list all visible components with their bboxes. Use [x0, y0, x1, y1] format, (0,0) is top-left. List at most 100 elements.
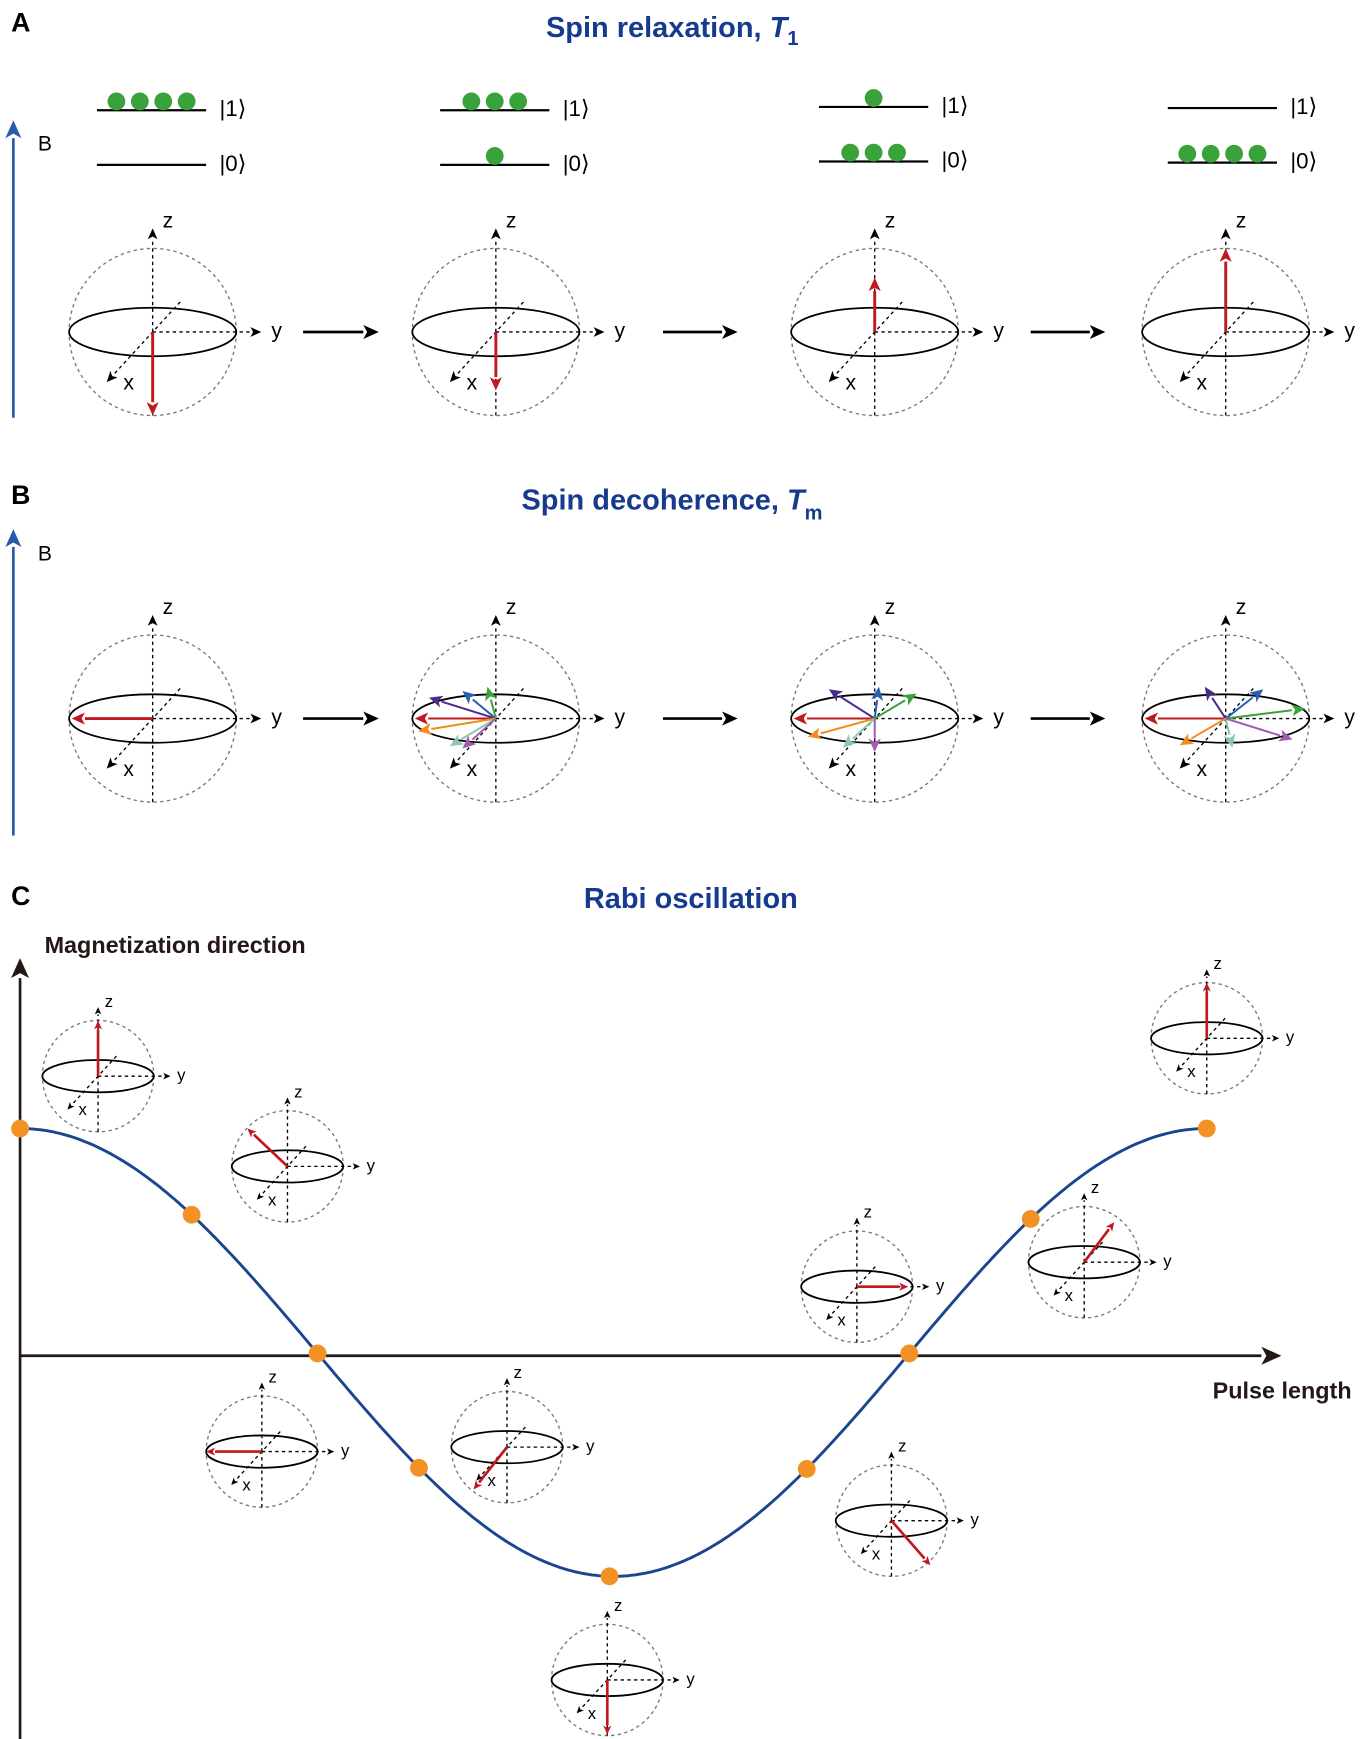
- axis-label: x: [845, 371, 856, 394]
- arrow-head: [491, 228, 501, 239]
- arrow-head: [577, 1706, 584, 1714]
- arrow-head: [1221, 228, 1231, 239]
- arrow-head: [95, 1007, 102, 1014]
- arrow-shaft: [1191, 719, 1225, 739]
- arrow-head: [972, 714, 983, 724]
- axis-label: y: [993, 320, 1004, 343]
- arrow-head: [957, 1517, 964, 1524]
- axis-label: x: [123, 758, 134, 781]
- arrow-head: [1220, 248, 1232, 261]
- state-label: |0⟩: [1290, 149, 1317, 174]
- arrow-shaft: [831, 1267, 875, 1315]
- arrow-shaft: [875, 700, 905, 718]
- axis-label: x: [467, 758, 478, 781]
- arrow-head: [250, 714, 261, 724]
- arrow-shaft: [1212, 698, 1226, 719]
- panel-letter: A: [11, 8, 30, 38]
- arrow-head: [257, 1192, 264, 1200]
- arrow-head: [722, 325, 738, 339]
- state-point: [1022, 1210, 1040, 1228]
- title-text: Spin decoherence,: [521, 484, 787, 516]
- spin-dot: [108, 92, 126, 110]
- arrow-head: [1323, 327, 1334, 337]
- axis-label: y: [1163, 1252, 1172, 1271]
- state-point: [11, 1120, 29, 1138]
- axis-label: z: [506, 209, 517, 232]
- axis-label: y: [615, 320, 626, 343]
- arrow-head: [1090, 712, 1106, 726]
- axis-label: y: [341, 1441, 350, 1460]
- arrow-shaft: [114, 302, 180, 374]
- arrow-head: [5, 529, 21, 547]
- state-label: |0⟩: [563, 151, 590, 176]
- state-point: [410, 1459, 428, 1477]
- axis-label: x: [123, 371, 134, 394]
- axis-label: y: [367, 1156, 376, 1175]
- axis-label: z: [1213, 954, 1221, 973]
- arrow-head: [148, 615, 158, 626]
- panel-title: Rabi oscillation: [584, 883, 798, 915]
- state-point: [601, 1567, 619, 1585]
- axis-label: x: [488, 1471, 497, 1490]
- arrow-shaft: [836, 302, 902, 374]
- spin-dot: [154, 92, 172, 110]
- axis-label: z: [898, 1437, 906, 1456]
- arrow-head: [11, 958, 29, 978]
- title-text: Spin relaxation,: [546, 12, 770, 44]
- arrow-head: [1204, 969, 1211, 976]
- title-subscript: 1: [787, 28, 798, 50]
- arrow-head: [1081, 1193, 1088, 1200]
- axis-label: z: [1091, 1178, 1099, 1197]
- arrow-shaft: [866, 1501, 910, 1549]
- arrow-head: [902, 693, 917, 705]
- field-label: B: [38, 132, 52, 155]
- axis-label: z: [885, 209, 896, 232]
- axis-label: z: [506, 596, 517, 619]
- state-point: [309, 1345, 327, 1363]
- arrow-head: [1272, 1035, 1279, 1042]
- arrow-head: [1278, 730, 1293, 741]
- axis-label: x: [1196, 758, 1207, 781]
- spin-dot: [486, 92, 504, 110]
- axis-label: x: [845, 758, 856, 781]
- axis-label: x: [467, 371, 478, 394]
- spin-dot: [888, 144, 906, 162]
- arrow-head: [1205, 687, 1217, 701]
- axis-label: z: [514, 1363, 522, 1382]
- arrow-head: [861, 1547, 868, 1555]
- axis-label: y: [993, 706, 1004, 729]
- arrow-shaft: [442, 702, 496, 719]
- field-label: B: [38, 542, 52, 565]
- spin-dot: [131, 92, 149, 110]
- arrow-head: [284, 1097, 291, 1104]
- arrow-head: [1145, 713, 1158, 725]
- arrow-head: [148, 228, 158, 239]
- arrow-shaft: [891, 1521, 924, 1559]
- spin-dot: [865, 89, 883, 107]
- arrow-head: [1149, 1259, 1156, 1266]
- arrow-shaft: [840, 696, 875, 718]
- panel-letter: C: [11, 881, 30, 911]
- axis-label: z: [864, 1203, 872, 1222]
- title-subscript: m: [805, 503, 823, 525]
- arrow-head: [504, 1378, 511, 1385]
- spin-dot: [178, 92, 196, 110]
- arrow-shaft: [582, 1660, 626, 1708]
- axis-label: y: [177, 1066, 186, 1085]
- arrow-head: [415, 713, 428, 725]
- arrow-head: [327, 1448, 334, 1455]
- arrow-head: [1176, 1064, 1183, 1072]
- x-axis-label: Pulse length: [1213, 1378, 1352, 1404]
- spin-dot: [1225, 145, 1243, 163]
- arrow-head: [672, 1677, 679, 1684]
- axis-label: y: [1286, 1028, 1295, 1047]
- arrow-shaft: [1226, 719, 1280, 736]
- axis-label: x: [1187, 1062, 1196, 1081]
- arrow-shaft: [72, 1056, 116, 1104]
- axis-label: z: [163, 596, 174, 619]
- spin-dot: [1249, 145, 1267, 163]
- panel-title: Spin decoherence, Tm: [521, 484, 822, 525]
- arrow-head: [250, 327, 261, 337]
- axis-label: z: [269, 1367, 277, 1386]
- axis-label: x: [1196, 371, 1207, 394]
